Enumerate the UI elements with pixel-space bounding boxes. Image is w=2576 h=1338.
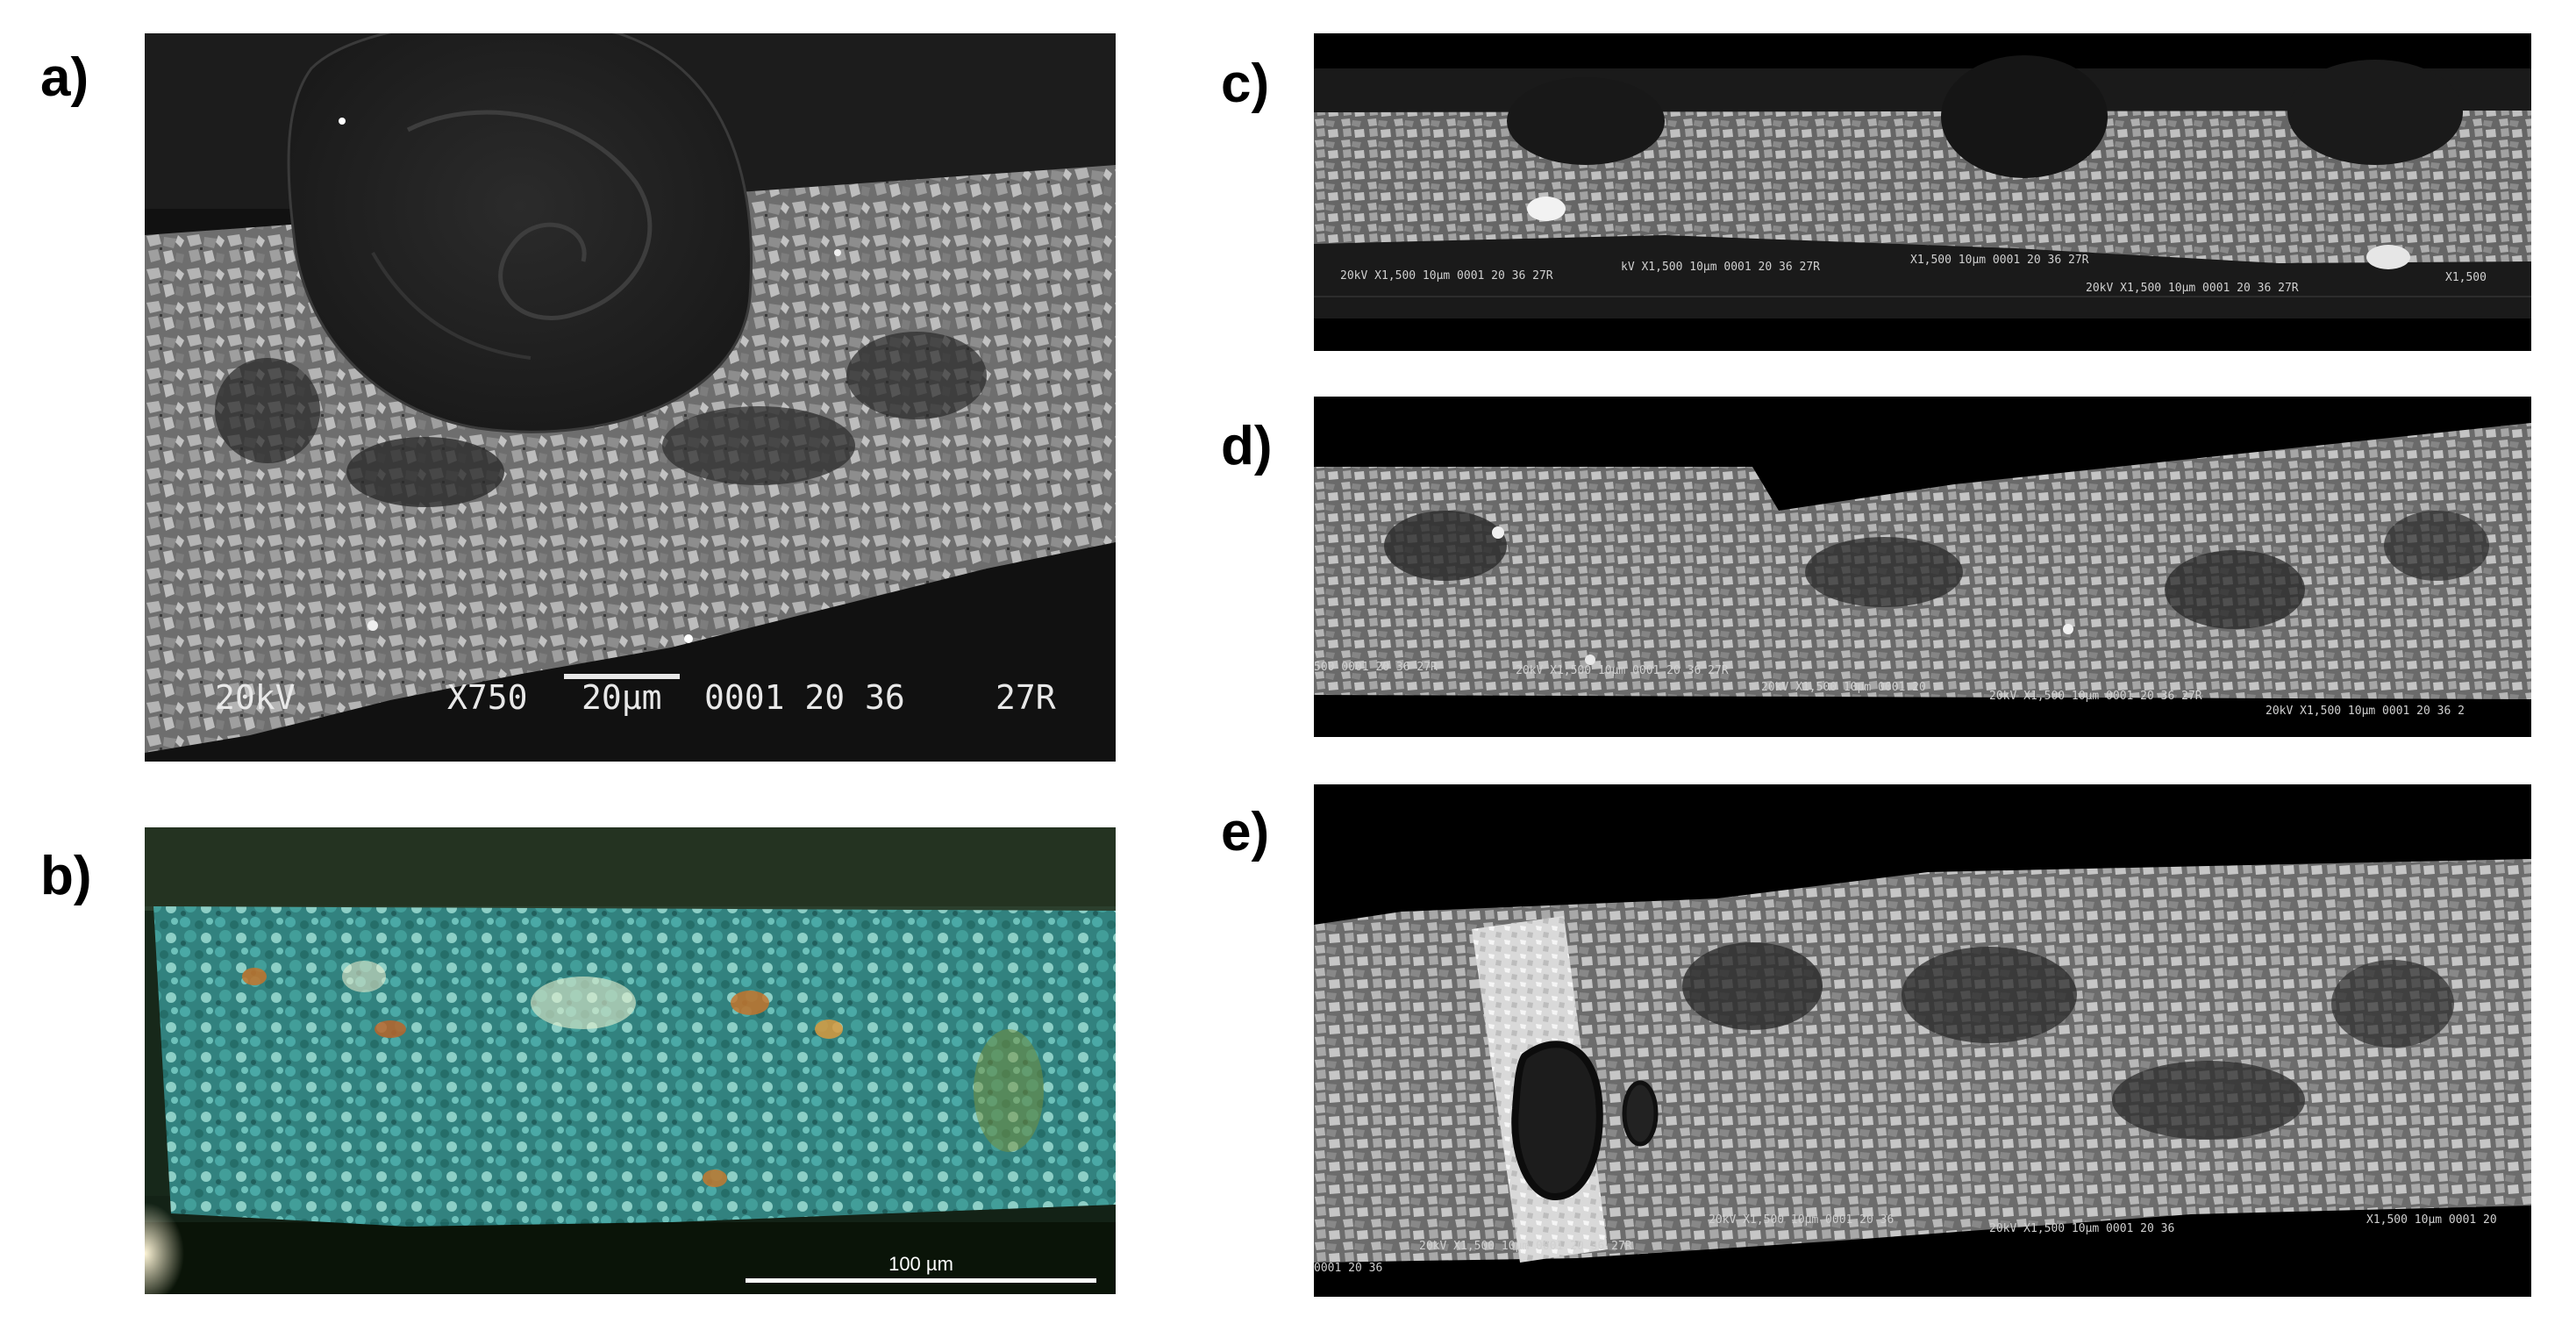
sem-a-tag: 27R [995,678,1056,717]
sem-a-kv: 20kV [215,678,296,717]
sem-c-info-1: 20kV X1,500 10µm 0001 20 36 27R [1340,269,1553,283]
sem-a-sample-id: 0001 20 36 [704,678,905,717]
sem-d-info-4: 20kV X1,500 10µm 0001 20 36 27R [1989,690,2202,703]
sem-d-info-5: 20kV X1,500 10µm 0001 20 36 2 [2266,705,2465,718]
panel-label-e: e) [1221,802,1270,862]
sem-d-info-3: 20kV X1,500 10µm 0001 20 [1761,681,1926,694]
optical-image-b-graphic: 100 µm [145,827,1116,1294]
panel-label-d: d) [1221,416,1273,476]
sem-c-info-3: X1,500 10µm 0001 20 36 27R [1910,254,2089,267]
sem-image-a: 20kV X750 20µm 0001 20 36 27R [145,33,1116,762]
sem-e-info-5: 0001 20 36 [1314,1262,1382,1275]
sem-c-info-4: 20kV X1,500 10µm 0001 20 36 27R [2086,282,2299,295]
sem-a-magnification: X750 [447,678,528,717]
sem-mosaic-e-graphic: 0001 20 36 20kV X1,500 10µm 0001 20 36 2… [1314,784,2531,1297]
sem-c-info-5: X1,500 [2445,271,2487,284]
sem-d-info-2: 20kV X1,500 10µm 0001 20 36 27R [1516,664,1729,677]
sem-mosaic-e: 0001 20 36 20kV X1,500 10µm 0001 20 36 2… [1314,784,2531,1297]
panel-label-c: c) [1221,54,1270,114]
sem-e-info-3: 20kV X1,500 10µm 0001 20 36 [1989,1222,2174,1235]
sem-mosaic-c: 20kV X1,500 10µm 0001 20 36 27R kV X1,50… [1314,33,2531,351]
panel-label-b: b) [40,846,92,906]
sem-mosaic-d-graphic: 500 0001 20 36 27R 20kV X1,500 10µm 0001… [1314,397,2531,737]
optical-b-scale-label: 100 µm [888,1253,953,1275]
sem-e-info-1: 20kV X1,500 10µm 0001 20 36 27R [1419,1240,1632,1253]
sem-e-info-4: X1,500 10µm 0001 20 [2366,1213,2497,1227]
sem-a-scale-label: 20µm [582,678,662,717]
sem-e-info-2: 20kV X1,500 10µm 0001 20 36 [1709,1213,1894,1227]
sem-mosaic-c-graphic: 20kV X1,500 10µm 0001 20 36 27R kV X1,50… [1314,33,2531,351]
sem-d-info-1: 500 0001 20 36 27R [1314,661,1438,674]
optical-b-scale-bar [746,1278,1096,1283]
optical-image-b: 100 µm [145,827,1116,1294]
sem-c-info-2: kV X1,500 10µm 0001 20 36 27R [1621,261,1820,274]
sem-mosaic-d: 500 0001 20 36 27R 20kV X1,500 10µm 0001… [1314,397,2531,737]
panel-label-a: a) [40,47,89,108]
sem-a-scale-bar [564,674,680,679]
sem-image-a-graphic: 20kV X750 20µm 0001 20 36 27R [145,33,1116,762]
